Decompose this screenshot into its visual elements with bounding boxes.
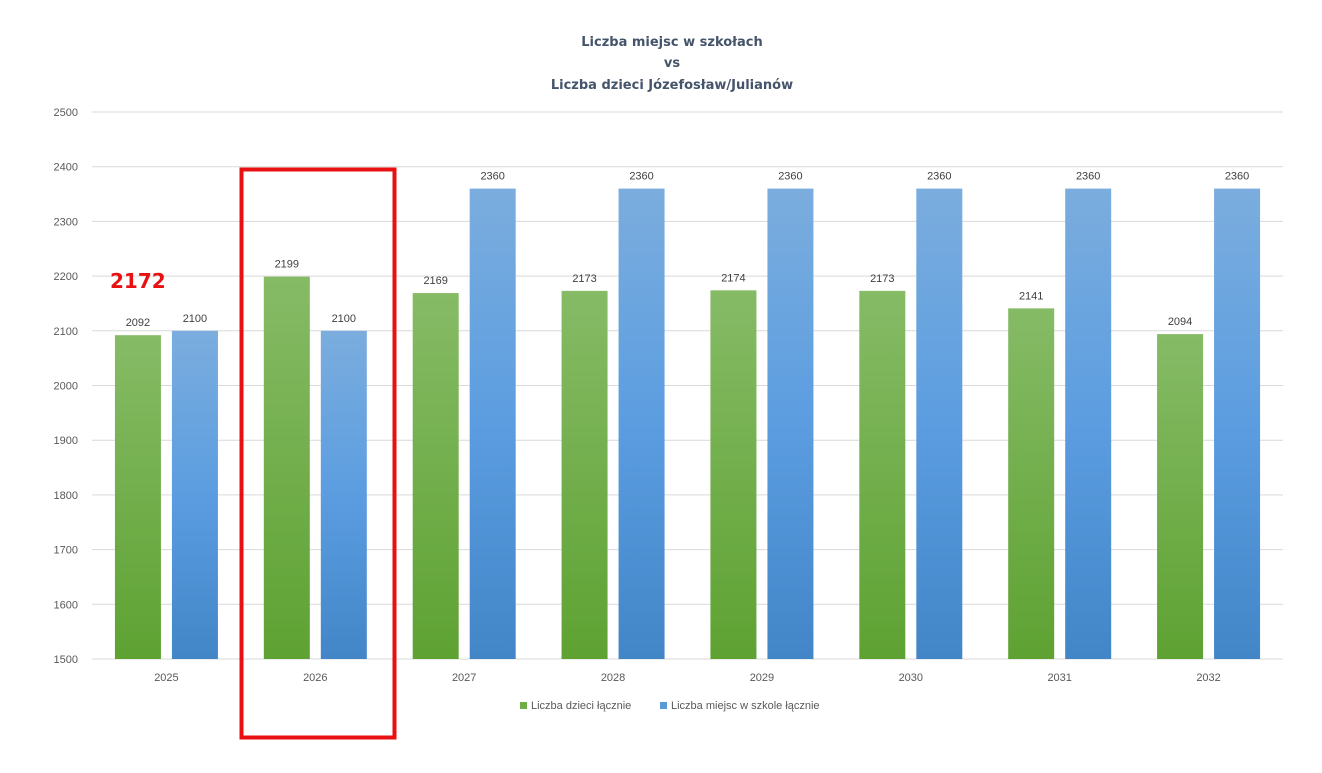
x-tick-label: 2029 bbox=[750, 672, 774, 684]
data-label: 2092 bbox=[126, 317, 150, 329]
legend-label-places: Liczba miejsc w szkole łącznie bbox=[671, 700, 820, 712]
x-tick-label: 2025 bbox=[154, 672, 178, 684]
chart-title-line-3: Liczba dzieci Józefosław/Julianów bbox=[551, 78, 793, 93]
legend-swatch-places bbox=[660, 702, 667, 709]
data-label: 2360 bbox=[927, 171, 951, 183]
data-label: 2094 bbox=[1168, 316, 1192, 328]
annotation-value: 2172 bbox=[110, 269, 166, 293]
bar-places-2029 bbox=[767, 188, 814, 659]
data-label: 2100 bbox=[332, 313, 356, 325]
bar-places-2028 bbox=[618, 188, 665, 659]
y-tick-label: 1900 bbox=[54, 435, 78, 447]
data-label: 2173 bbox=[572, 273, 596, 285]
y-tick-label: 1700 bbox=[54, 545, 78, 557]
legend-swatch-children bbox=[520, 702, 527, 709]
bar-places-2031 bbox=[1065, 188, 1112, 659]
x-tick-label: 2028 bbox=[601, 672, 625, 684]
x-tick-label: 2027 bbox=[452, 672, 476, 684]
x-tick-label: 2031 bbox=[1047, 672, 1071, 684]
y-tick-label: 2100 bbox=[54, 326, 78, 338]
bar-places-2025 bbox=[171, 330, 218, 659]
y-tick-label: 2400 bbox=[54, 162, 78, 174]
bar-children-2025 bbox=[114, 335, 161, 659]
data-label: 2360 bbox=[480, 171, 504, 183]
chart-title-line-2: vs bbox=[664, 56, 680, 71]
y-tick-label: 2000 bbox=[54, 381, 78, 393]
data-label: 2360 bbox=[778, 171, 802, 183]
data-label: 2173 bbox=[870, 273, 894, 285]
bar-children-2032 bbox=[1157, 334, 1204, 659]
bar-children-2027 bbox=[412, 293, 459, 659]
bar-places-2032 bbox=[1214, 188, 1261, 659]
y-tick-label: 1800 bbox=[54, 490, 78, 502]
x-tick-label: 2026 bbox=[303, 672, 327, 684]
y-tick-label: 1600 bbox=[54, 599, 78, 611]
x-tick-label: 2030 bbox=[899, 672, 923, 684]
legend: Liczba dzieci łącznie Liczba miejsc w sz… bbox=[520, 700, 820, 712]
bar-places-2027 bbox=[469, 188, 516, 659]
bar-children-2028 bbox=[561, 290, 608, 659]
data-label: 2100 bbox=[183, 313, 207, 325]
x-tick-label: 2032 bbox=[1196, 672, 1220, 684]
data-label: 2141 bbox=[1019, 290, 1043, 302]
bar-places-2026 bbox=[320, 330, 367, 659]
bar-children-2029 bbox=[710, 290, 757, 659]
y-tick-label: 1500 bbox=[54, 654, 78, 666]
data-label: 2360 bbox=[629, 171, 653, 183]
y-tick-label: 2200 bbox=[54, 271, 78, 283]
highlight-box-2026 bbox=[239, 167, 397, 740]
bar-places-2030 bbox=[916, 188, 963, 659]
data-label: 2360 bbox=[1225, 171, 1249, 183]
bar-children-2030 bbox=[859, 290, 906, 659]
bar-children-2031 bbox=[1008, 308, 1055, 659]
data-label: 2199 bbox=[275, 259, 299, 271]
data-label: 2360 bbox=[1076, 171, 1100, 183]
y-tick-label: 2300 bbox=[54, 216, 78, 228]
y-tick-label: 2500 bbox=[54, 107, 78, 119]
data-label: 2174 bbox=[721, 272, 745, 284]
legend-label-children: Liczba dzieci łącznie bbox=[531, 700, 631, 712]
bar-children-2026 bbox=[263, 276, 310, 659]
data-label: 2169 bbox=[423, 275, 447, 287]
chart-title-line-1: Liczba miejsc w szkołach bbox=[581, 35, 763, 50]
